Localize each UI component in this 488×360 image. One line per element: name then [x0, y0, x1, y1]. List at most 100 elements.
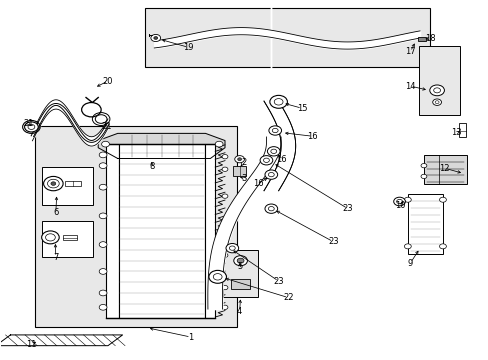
Circle shape	[99, 269, 107, 274]
Circle shape	[272, 129, 278, 133]
Circle shape	[102, 141, 109, 147]
Circle shape	[429, 85, 444, 96]
Circle shape	[208, 270, 226, 283]
Bar	[105, 144, 119, 318]
Circle shape	[222, 167, 227, 171]
Circle shape	[396, 199, 402, 204]
Circle shape	[99, 305, 107, 310]
Text: 1: 1	[188, 333, 193, 342]
Circle shape	[264, 170, 277, 179]
Circle shape	[213, 274, 222, 280]
Circle shape	[45, 234, 55, 241]
Bar	[418, 45, 459, 116]
Circle shape	[222, 285, 227, 290]
Circle shape	[43, 176, 63, 191]
Circle shape	[99, 290, 107, 296]
Text: 21: 21	[23, 119, 34, 128]
Circle shape	[267, 147, 280, 156]
Bar	[42, 221, 93, 257]
Circle shape	[222, 305, 227, 310]
Circle shape	[404, 244, 410, 249]
Circle shape	[47, 179, 59, 188]
Bar	[458, 123, 466, 137]
Text: 10: 10	[394, 201, 405, 210]
Circle shape	[215, 141, 223, 147]
Circle shape	[434, 101, 438, 104]
Text: 4: 4	[237, 307, 242, 316]
Circle shape	[99, 152, 107, 158]
Circle shape	[222, 253, 227, 257]
Circle shape	[433, 88, 440, 93]
Text: 5: 5	[237, 262, 242, 271]
Text: 9: 9	[407, 259, 412, 268]
Bar	[35, 126, 237, 327]
Circle shape	[268, 172, 274, 177]
Circle shape	[404, 197, 410, 202]
Circle shape	[225, 243, 238, 253]
Circle shape	[222, 194, 227, 198]
Text: 12: 12	[438, 164, 449, 173]
Circle shape	[99, 213, 107, 219]
Text: 14: 14	[404, 82, 415, 91]
Text: 21: 21	[102, 122, 112, 131]
Circle shape	[237, 158, 241, 161]
Bar	[119, 144, 204, 318]
Circle shape	[237, 258, 244, 263]
Bar	[407, 194, 442, 253]
Circle shape	[99, 242, 107, 247]
Text: 19: 19	[183, 43, 193, 52]
Bar	[232, 166, 246, 176]
Circle shape	[154, 37, 158, 40]
Text: 23: 23	[327, 237, 338, 246]
Polygon shape	[98, 134, 224, 158]
Circle shape	[51, 182, 56, 185]
Text: 23: 23	[273, 276, 284, 285]
Text: 20: 20	[102, 77, 113, 86]
Circle shape	[420, 163, 426, 168]
Circle shape	[270, 149, 276, 153]
Circle shape	[234, 156, 244, 163]
Circle shape	[81, 103, 101, 117]
Circle shape	[269, 95, 287, 108]
Circle shape	[263, 158, 269, 162]
Circle shape	[420, 174, 426, 179]
Circle shape	[439, 244, 446, 249]
Text: 13: 13	[450, 128, 461, 137]
Circle shape	[274, 99, 283, 105]
Circle shape	[24, 122, 38, 132]
Bar	[230, 279, 250, 289]
Text: 16: 16	[252, 179, 263, 188]
Bar	[223, 250, 258, 297]
Bar	[423, 155, 466, 184]
Circle shape	[222, 154, 227, 159]
Bar	[204, 144, 215, 318]
Circle shape	[99, 184, 107, 190]
Bar	[42, 167, 93, 205]
Text: 23: 23	[342, 204, 352, 213]
Circle shape	[233, 256, 247, 266]
Circle shape	[268, 126, 281, 135]
Text: 16: 16	[275, 155, 286, 164]
Bar	[63, 235, 77, 240]
Polygon shape	[0, 335, 122, 346]
Circle shape	[260, 156, 272, 165]
Circle shape	[268, 207, 274, 211]
Text: 16: 16	[307, 132, 317, 141]
Text: 18: 18	[425, 34, 435, 43]
Circle shape	[439, 197, 446, 202]
Bar	[65, 181, 81, 186]
Circle shape	[264, 204, 277, 213]
Circle shape	[99, 163, 107, 168]
Text: 6: 6	[53, 208, 59, 217]
Bar	[144, 8, 429, 67]
Text: 2: 2	[241, 158, 245, 167]
Circle shape	[222, 221, 227, 225]
Text: 17: 17	[404, 47, 415, 56]
Text: 3: 3	[241, 174, 246, 183]
Bar	[417, 37, 425, 41]
Circle shape	[229, 246, 235, 250]
Circle shape	[432, 99, 441, 105]
Text: 15: 15	[296, 104, 306, 113]
Circle shape	[393, 197, 405, 206]
Text: 11: 11	[26, 340, 37, 349]
